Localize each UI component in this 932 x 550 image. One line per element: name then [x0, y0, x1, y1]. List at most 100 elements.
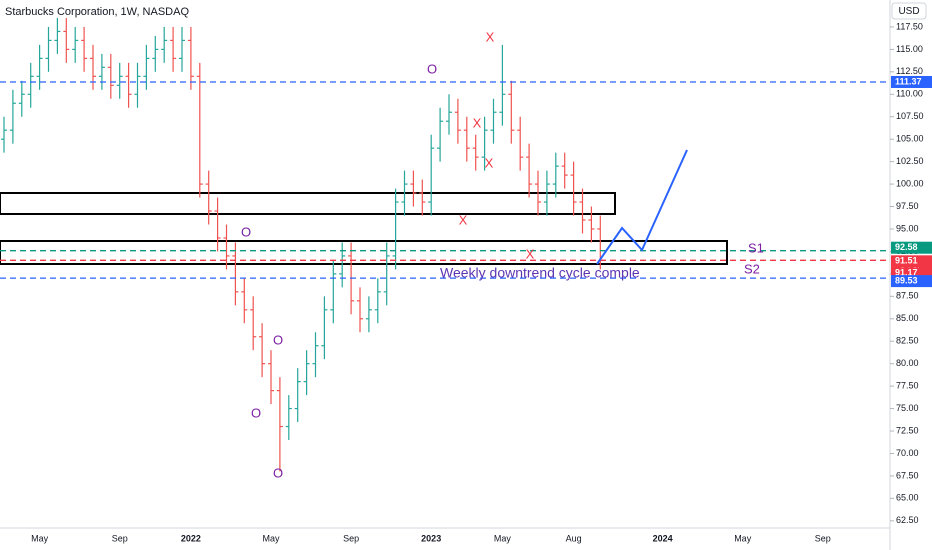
- y-tick-label: 100.00: [896, 178, 924, 188]
- price-badge-label: 91.17: [895, 268, 918, 278]
- annotation: O: [241, 224, 251, 239]
- price-bar: [374, 278, 381, 324]
- x-tick-label: May: [734, 533, 752, 543]
- x-tick-label: May: [494, 533, 512, 543]
- price-bar: [365, 296, 372, 333]
- annotation: X: [473, 115, 482, 130]
- price-bar: [276, 377, 283, 472]
- price-bar: [232, 242, 239, 306]
- annotation: X: [485, 155, 494, 170]
- price-bar: [161, 26, 168, 63]
- price-bar: [179, 26, 185, 72]
- price-bar: [561, 152, 568, 189]
- y-tick-label: 112.50: [896, 66, 923, 76]
- y-tick-label: 62.50: [896, 515, 919, 525]
- x-tick-label: Sep: [112, 533, 128, 543]
- y-tick-label: 87.50: [896, 291, 919, 301]
- x-tick-label: 2024: [653, 533, 673, 543]
- price-bar: [152, 35, 159, 72]
- price-badge: [891, 241, 932, 254]
- y-tick-label: 82.50: [896, 336, 919, 346]
- price-bar: [463, 116, 470, 162]
- note: Weekly downtrend cycle comple: [440, 265, 640, 281]
- annotation: O: [251, 405, 261, 420]
- price-bar: [472, 134, 479, 171]
- price-bar: [454, 98, 461, 144]
- y-tick-label: 67.50: [896, 470, 919, 480]
- x-tick-label: May: [31, 533, 49, 543]
- price-badge-label: 89.53: [895, 275, 918, 285]
- y-tick-label: 65.00: [896, 493, 919, 503]
- zone-box: [0, 192, 616, 215]
- price-bar: [9, 89, 16, 144]
- y-tick-label: 117.50: [896, 21, 923, 31]
- price-bar: [81, 26, 88, 72]
- price-bar: [428, 134, 435, 216]
- price-bar: [98, 53, 105, 90]
- price-bar: [54, 17, 61, 54]
- x-tick-label: 2022: [181, 533, 201, 543]
- price-bar: [107, 53, 114, 99]
- y-tick-label: 77.50: [896, 380, 919, 390]
- annotation: O: [273, 332, 283, 347]
- price-bar: [187, 26, 194, 90]
- price-bar: [401, 170, 408, 216]
- price-bar: [517, 116, 524, 171]
- price-bar: [312, 332, 319, 378]
- price-bar: [552, 152, 559, 198]
- y-tick-label: 80.00: [896, 358, 919, 368]
- annotation: O: [427, 61, 437, 76]
- zone-box: [0, 240, 728, 265]
- support-label: S1: [748, 240, 764, 255]
- y-tick-label: 75.00: [896, 403, 919, 413]
- price-bar: [321, 296, 328, 360]
- y-tick-label: 85.00: [896, 313, 919, 323]
- y-tick-label: 107.50: [896, 111, 924, 121]
- price-bar: [543, 170, 550, 216]
- price-badge: [891, 255, 932, 268]
- price-badge-label: 111.37: [895, 76, 922, 86]
- price-bar: [45, 26, 52, 72]
- price-bar: [205, 170, 212, 225]
- price-bar: [250, 296, 257, 351]
- price-bar: [134, 62, 141, 108]
- y-tick-label: 110.00: [896, 89, 923, 99]
- price-bar: [303, 350, 310, 396]
- price-bar: [116, 62, 123, 99]
- price-bar: [357, 287, 363, 333]
- price-bar: [383, 242, 390, 306]
- price-bar: [410, 170, 417, 207]
- y-tick-label: 102.50: [896, 156, 924, 166]
- price-bar: [241, 278, 248, 324]
- price-bar: [481, 116, 488, 171]
- price-bar: [125, 62, 132, 108]
- price-bar: [535, 170, 541, 216]
- price-bar: [196, 62, 203, 198]
- y-tick-label: 95.00: [896, 223, 919, 233]
- price-bar: [1, 116, 7, 153]
- currency[interactable]: USD: [898, 6, 919, 17]
- annotation: O: [273, 465, 283, 480]
- price-bar: [579, 188, 586, 234]
- y-tick-label: 97.50: [896, 201, 919, 211]
- price-bar: [143, 44, 150, 90]
- chart-title: Starbucks Corporation, 1W, NASDAQ: [5, 6, 189, 18]
- x-tick-label: Sep: [343, 533, 359, 543]
- price-badge: [891, 275, 932, 288]
- projection-line: [596, 149, 688, 265]
- price-bar: [27, 62, 34, 108]
- y-tick-label: 115.00: [896, 44, 923, 54]
- x-tick-label: Sep: [815, 533, 831, 543]
- price-bar: [419, 179, 426, 216]
- price-badge: [891, 75, 932, 88]
- price-bar: [330, 260, 337, 324]
- currency-box[interactable]: [891, 2, 927, 20]
- price-bar: [285, 395, 292, 440]
- price-bar: [170, 26, 177, 72]
- y-tick-label: 105.00: [896, 134, 924, 144]
- price-bar: [499, 44, 506, 126]
- price-bar: [259, 323, 266, 378]
- price-badge-label: 92.58: [895, 242, 918, 252]
- x-tick-label: Aug: [566, 533, 582, 543]
